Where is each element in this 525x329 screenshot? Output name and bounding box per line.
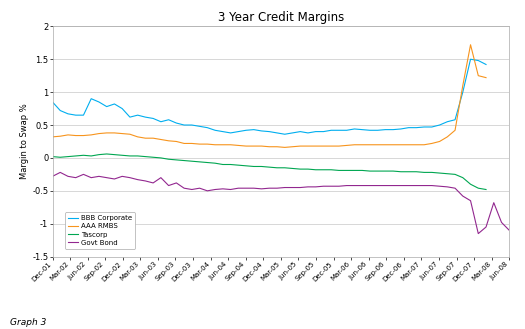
Y-axis label: Margin to Swap %: Margin to Swap % [20, 104, 29, 179]
AAA RMBS [351, 143, 358, 147]
Govt Bond [204, 189, 211, 193]
Line: Tascorp: Tascorp [52, 154, 486, 190]
Govt Bond [57, 170, 64, 174]
AAA RMBS [281, 145, 288, 149]
Line: Govt Bond: Govt Bond [52, 172, 509, 234]
Tascorp [49, 155, 56, 159]
Legend: BBB Corporate, AAA RMBS, Tascorp, Govt Bond: BBB Corporate, AAA RMBS, Tascorp, Govt B… [65, 213, 135, 248]
Tascorp [483, 188, 489, 191]
Tascorp [103, 152, 110, 156]
BBB Corporate [351, 127, 358, 131]
Tascorp [351, 168, 358, 172]
Govt Bond [506, 228, 512, 232]
BBB Corporate [235, 130, 242, 134]
BBB Corporate [467, 57, 474, 61]
BBB Corporate [49, 100, 56, 104]
BBB Corporate [483, 63, 489, 66]
Govt Bond [49, 174, 56, 178]
AAA RMBS [165, 139, 172, 143]
AAA RMBS [235, 143, 242, 147]
BBB Corporate [72, 113, 79, 117]
Line: BBB Corporate: BBB Corporate [52, 59, 486, 134]
AAA RMBS [65, 133, 71, 137]
BBB Corporate [281, 132, 288, 136]
Govt Bond [188, 188, 195, 191]
Text: Graph 3: Graph 3 [10, 318, 47, 327]
Tascorp [65, 155, 71, 159]
Line: AAA RMBS: AAA RMBS [52, 45, 486, 147]
AAA RMBS [49, 135, 56, 139]
Tascorp [173, 158, 180, 162]
AAA RMBS [72, 134, 79, 138]
Tascorp [243, 164, 249, 168]
Govt Bond [173, 181, 180, 185]
Govt Bond [343, 184, 350, 188]
AAA RMBS [359, 143, 365, 147]
Title: 3 Year Credit Margins: 3 Year Credit Margins [218, 11, 344, 24]
BBB Corporate [65, 112, 71, 116]
Govt Bond [212, 188, 218, 191]
BBB Corporate [165, 118, 172, 122]
AAA RMBS [467, 43, 474, 47]
BBB Corporate [359, 128, 365, 132]
Tascorp [359, 168, 365, 172]
Tascorp [72, 154, 79, 158]
AAA RMBS [483, 76, 489, 80]
Govt Bond [475, 232, 481, 236]
Govt Bond [134, 178, 141, 182]
